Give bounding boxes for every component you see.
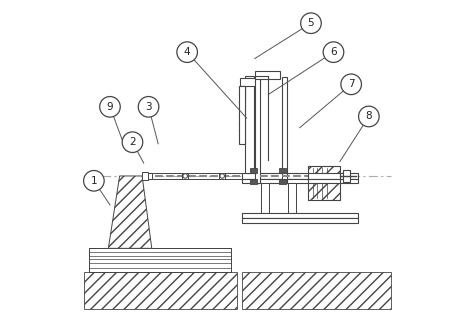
Bar — [240, 78, 259, 86]
Circle shape — [301, 13, 321, 34]
Bar — [255, 71, 281, 79]
Circle shape — [183, 174, 188, 178]
Text: 8: 8 — [365, 111, 372, 121]
Circle shape — [220, 174, 225, 178]
Bar — [282, 77, 287, 183]
Circle shape — [100, 97, 120, 117]
Bar — [242, 213, 357, 218]
Text: 5: 5 — [308, 18, 314, 28]
Bar — [242, 173, 357, 179]
Bar — [240, 86, 245, 99]
Bar — [238, 86, 245, 144]
Circle shape — [122, 132, 143, 152]
Bar — [289, 183, 297, 218]
Text: 1: 1 — [91, 176, 97, 186]
Bar — [250, 179, 257, 184]
Bar — [279, 179, 286, 184]
Bar — [242, 179, 357, 183]
Bar — [308, 166, 340, 200]
Bar — [242, 273, 392, 309]
Bar — [308, 166, 340, 200]
Text: 2: 2 — [129, 137, 136, 147]
Bar — [89, 248, 230, 273]
Circle shape — [138, 97, 159, 117]
Bar — [245, 76, 254, 173]
Text: 4: 4 — [184, 47, 191, 57]
Polygon shape — [109, 176, 152, 248]
Circle shape — [358, 106, 379, 127]
Bar — [261, 183, 269, 218]
Bar — [219, 173, 225, 179]
Bar — [343, 170, 350, 182]
Circle shape — [83, 171, 104, 191]
Bar — [255, 77, 259, 183]
Bar — [182, 173, 188, 179]
Bar — [148, 173, 152, 179]
Circle shape — [341, 74, 362, 95]
Bar — [250, 168, 257, 173]
Text: 3: 3 — [145, 102, 152, 112]
Circle shape — [323, 42, 344, 62]
Bar — [279, 168, 286, 173]
Bar — [142, 172, 148, 180]
Text: 6: 6 — [330, 47, 337, 57]
Text: 7: 7 — [348, 79, 355, 89]
Bar — [242, 218, 357, 223]
Bar — [84, 273, 237, 309]
Circle shape — [177, 42, 198, 62]
Text: 9: 9 — [107, 102, 113, 112]
